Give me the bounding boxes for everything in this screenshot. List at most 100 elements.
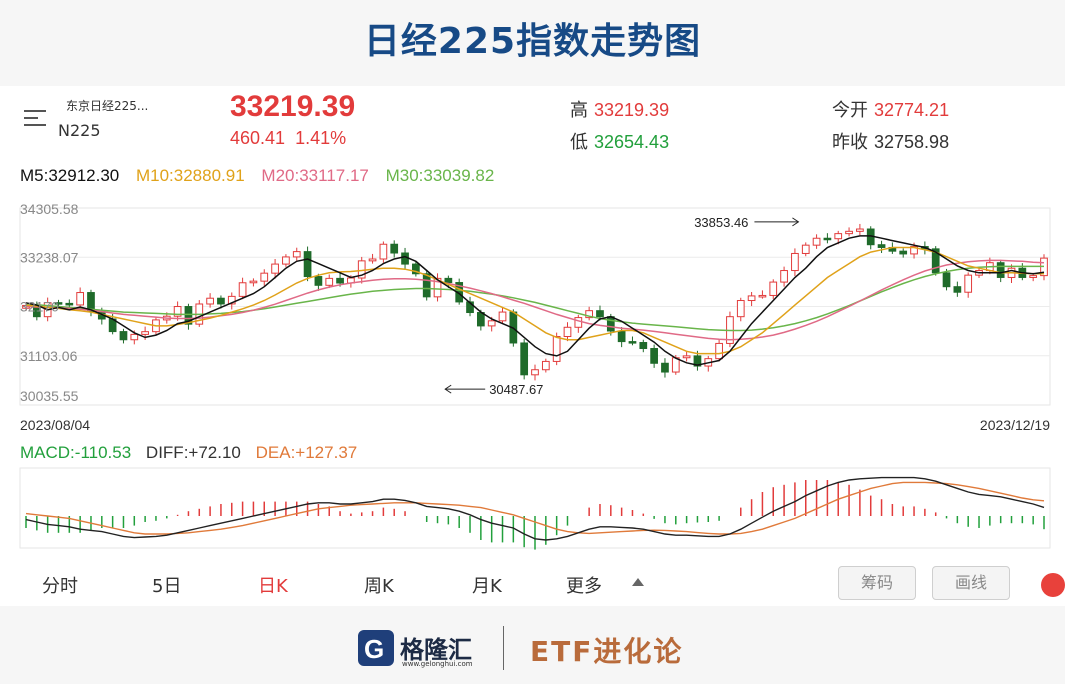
candle [574, 314, 583, 333]
candle-body [910, 246, 918, 255]
candlestick-chart[interactable]: 34305.58 33238.07 32170 31103.06 30035.55 33… [0, 190, 1065, 440]
candle [996, 259, 1005, 283]
candle-body [758, 294, 767, 298]
prev-close-label: 昨收 [832, 132, 868, 153]
candle-body [606, 316, 615, 332]
candle [834, 230, 843, 245]
candle-body [585, 310, 594, 319]
candle [325, 274, 334, 289]
high-label: 高 [570, 100, 588, 121]
candle [801, 242, 810, 257]
record-icon[interactable] [1041, 573, 1065, 597]
candle [238, 277, 247, 300]
menu-icon[interactable] [24, 110, 46, 130]
candle-body [282, 256, 290, 265]
candle [845, 227, 853, 237]
candle-body [856, 228, 864, 232]
candle-body [650, 348, 658, 364]
candle-body [217, 297, 225, 305]
candle [780, 266, 788, 287]
change-value: 460.41 [230, 128, 286, 148]
tab-more[interactable]: 更多 [566, 576, 602, 597]
page-title: 日经225指数走势图 [363, 21, 702, 62]
chip-button[interactable]: 筹码 [838, 566, 916, 600]
candle-body [791, 252, 799, 272]
tab-5day[interactable]: 5日 [152, 576, 182, 597]
candle-body [412, 263, 420, 275]
ma5-line [25, 235, 1045, 366]
candle [541, 358, 550, 373]
candle [931, 246, 940, 276]
candle-body [823, 237, 832, 241]
low-value: 32654.43 [594, 132, 670, 152]
macd-legend: MACD:-110.53 DIFF:+72.10 DEA:+127.37 [20, 443, 367, 463]
candle-body [336, 277, 344, 284]
tab-weekly-k[interactable]: 周K [364, 576, 394, 597]
current-price: 33219.39 [230, 90, 356, 123]
candle [433, 273, 442, 302]
candle-body [996, 262, 1005, 278]
candle [303, 246, 312, 282]
y-tick-label: 30035.55 [20, 388, 79, 404]
candle-body [292, 251, 301, 258]
more-arrow-icon[interactable] [632, 578, 644, 586]
candle [173, 301, 182, 321]
max-value-label: 33853.46 [694, 215, 748, 230]
candle-body [899, 250, 908, 255]
candle [390, 240, 399, 258]
candle-body [476, 312, 485, 327]
tab-monthly-k[interactable]: 月K [472, 576, 502, 597]
candle-body [541, 360, 550, 371]
candle [628, 336, 637, 346]
candle-body [531, 369, 539, 376]
dea-value: DEA:+127.37 [255, 443, 358, 462]
candle [563, 322, 572, 342]
tab-daily-k[interactable]: 日K [258, 576, 288, 597]
stock-name: 东京日经225... [66, 99, 149, 113]
candle-body [487, 320, 496, 327]
brand-url: www.gelonghui.com [402, 660, 473, 668]
candle [76, 287, 85, 309]
candle [379, 241, 388, 263]
candle-body [693, 355, 702, 367]
stock-code: N225 [58, 121, 101, 140]
candle-body [422, 273, 431, 298]
candle-body [563, 326, 572, 338]
candle [585, 306, 594, 321]
candle [899, 248, 908, 258]
macd-chart[interactable] [0, 466, 1065, 552]
ma5-legend: M5:32912.30 [20, 166, 120, 185]
min-arrow-head [444, 384, 452, 394]
candle [791, 248, 799, 277]
period-tabs: 分时 5日 日K 周K 月K 更多 [0, 566, 830, 602]
candle-body [628, 341, 637, 344]
tab-intraday[interactable]: 分时 [42, 576, 78, 597]
candle-body [931, 248, 940, 274]
candle-body [877, 244, 886, 248]
candle [227, 292, 236, 310]
candle [249, 278, 258, 287]
candle [639, 339, 648, 353]
open-value: 32774.21 [874, 100, 950, 120]
footer-divider [503, 626, 504, 670]
candle [866, 226, 875, 250]
draw-button[interactable]: 画线 [932, 566, 1010, 600]
candle [368, 253, 377, 264]
change-percent: 1.41% [295, 128, 347, 148]
candle-body [271, 263, 279, 274]
candle-body [227, 295, 236, 305]
candle-body [76, 292, 85, 306]
candle [661, 358, 669, 378]
candle [650, 344, 658, 368]
y-tick-label: 34305.58 [20, 201, 79, 217]
candle-body [238, 282, 247, 297]
etf-brand: ETF进化论 [530, 635, 684, 668]
candle-body [54, 302, 63, 305]
high-value: 33219.39 [594, 100, 670, 120]
candle-body [325, 277, 334, 286]
candle-body [520, 342, 529, 376]
candle-body [65, 302, 74, 306]
candle-body [617, 330, 626, 343]
candle [119, 328, 128, 344]
candle [412, 261, 420, 277]
